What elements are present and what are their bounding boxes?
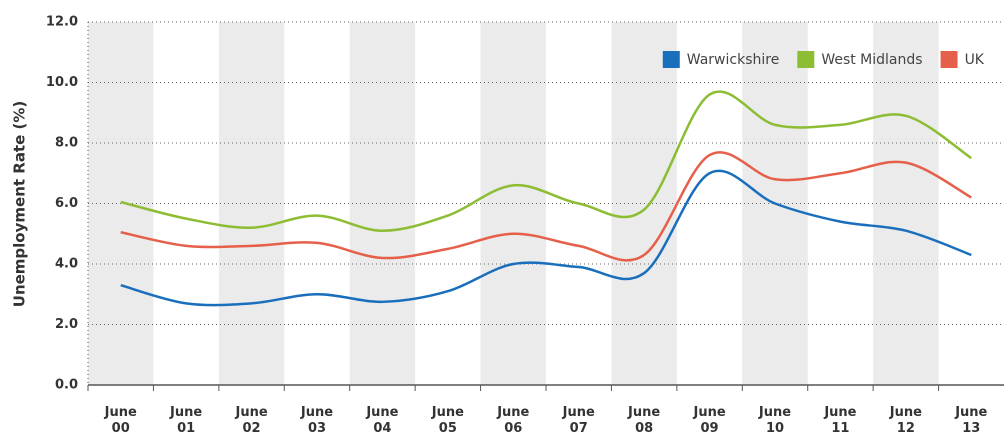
band <box>349 22 416 385</box>
band <box>218 22 285 385</box>
band <box>480 22 546 385</box>
x-tick-label: June 07 <box>562 405 595 436</box>
series-line <box>120 151 972 262</box>
legend-label: Warwickshire <box>687 52 780 68</box>
legend-label: UK <box>965 52 985 68</box>
legend-label: West Midlands <box>821 52 922 68</box>
x-tick-label: June 01 <box>169 405 202 436</box>
y-tick-label: 6.0 <box>55 196 78 211</box>
x-tick-label: June 04 <box>365 405 398 436</box>
y-axis-label: Unemployment Rate (%) <box>11 101 29 307</box>
x-tick-label: June 10 <box>758 405 791 436</box>
legend-swatch <box>797 51 815 68</box>
x-tick-label: June 06 <box>496 405 529 436</box>
x-tick-label: June 12 <box>889 405 922 436</box>
x-tick-label: June 03 <box>300 405 333 436</box>
y-tick-label: 2.0 <box>55 317 78 332</box>
x-tick-label: June 02 <box>234 405 267 436</box>
x-tick-label: June 13 <box>954 405 987 436</box>
x-tick-label: June 05 <box>431 405 464 436</box>
series-line <box>120 169 972 307</box>
x-tick-label: June 09 <box>692 405 725 436</box>
series-line <box>120 90 972 232</box>
y-tick-label: 0.0 <box>55 378 78 393</box>
legend-swatch <box>662 51 680 68</box>
y-tick-label: 10.0 <box>46 75 78 90</box>
y-tick-label: 4.0 <box>55 257 78 272</box>
x-tick-label: June 00 <box>104 405 137 436</box>
y-tick-label: 12.0 <box>46 15 78 30</box>
legend-swatch <box>940 51 958 68</box>
y-tick-label: 8.0 <box>55 136 78 151</box>
x-tick-label: June 11 <box>823 405 856 436</box>
x-tick-label: June 08 <box>627 405 660 436</box>
